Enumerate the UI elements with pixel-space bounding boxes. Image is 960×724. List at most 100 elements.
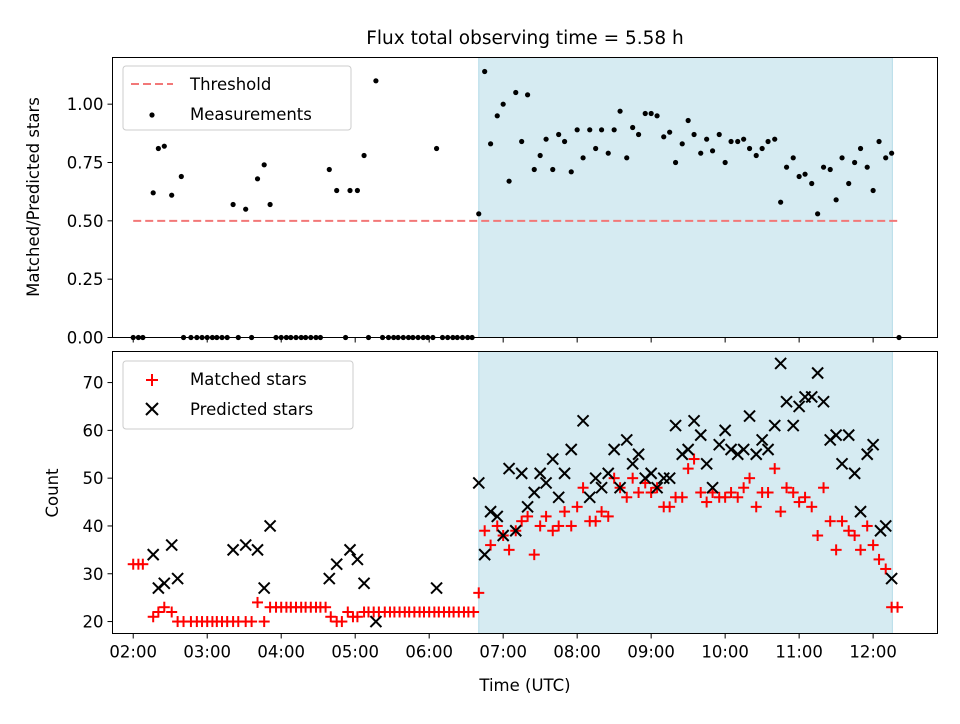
matched-star-point xyxy=(258,616,270,628)
predicted-stars-points xyxy=(146,357,898,628)
matched-star-point xyxy=(516,515,528,527)
bottom-axes-frame xyxy=(112,351,938,634)
top-legend-box xyxy=(122,65,352,131)
matched-star-point xyxy=(468,606,480,618)
matched-star-point xyxy=(812,530,824,542)
measurement-point xyxy=(169,192,175,198)
y-tick-label: 50 xyxy=(83,469,104,488)
matched-star-point xyxy=(793,496,805,508)
legend-predicted-swatch xyxy=(145,402,159,416)
predicted-star-point xyxy=(515,467,528,480)
predicted-star-point xyxy=(650,481,664,494)
measurement-point xyxy=(230,201,236,208)
measurement-point xyxy=(254,176,261,182)
x-tick-label: 10:00 xyxy=(701,643,749,662)
measurement-point xyxy=(852,159,858,166)
measurement-point xyxy=(772,136,778,142)
x-tick-label: 11:00 xyxy=(775,643,823,662)
measurement-point xyxy=(765,138,771,145)
matched-star-point xyxy=(855,544,867,556)
measurement-point xyxy=(519,138,525,145)
measurement-point xyxy=(883,155,889,161)
measurement-point xyxy=(476,211,482,217)
measurement-point xyxy=(679,141,685,147)
predicted-star-point xyxy=(811,366,824,380)
predicted-star-point xyxy=(251,543,264,557)
x-tick-label: 09:00 xyxy=(627,643,675,662)
bottom-y-axis-label: Count xyxy=(43,468,62,518)
legend-measurements-label: Measurements xyxy=(190,105,312,124)
predicted-star-point xyxy=(533,467,547,480)
measurement-point xyxy=(361,152,367,159)
matched-star-point xyxy=(781,482,793,494)
predicted-star-point xyxy=(842,428,855,442)
measurement-point xyxy=(796,173,802,180)
legend-threshold-label: Threshold xyxy=(189,75,271,94)
measurement-point xyxy=(243,206,249,212)
bottom-observing-window xyxy=(478,351,893,634)
predicted-star-point xyxy=(576,414,590,428)
measurement-point xyxy=(561,138,568,145)
measurement-point xyxy=(617,108,623,114)
matched-star-point xyxy=(701,496,713,508)
top-axes-frame xyxy=(112,57,938,338)
measurement-point xyxy=(790,155,796,161)
predicted-star-point xyxy=(792,400,806,413)
measurement-point xyxy=(568,169,574,175)
measurement-point xyxy=(543,136,549,142)
y-tick-label: 0.50 xyxy=(67,212,104,231)
top-y-axis-label: Matched/Predicted stars xyxy=(24,97,43,297)
measurement-point xyxy=(556,131,562,138)
predicted-star-point xyxy=(330,557,343,571)
y-tick-label: 20 xyxy=(83,613,104,632)
predicted-star-point xyxy=(607,443,621,456)
matched-star-point xyxy=(553,520,565,532)
measurement-point xyxy=(161,143,167,149)
predicted-star-point xyxy=(357,577,371,590)
matched-star-point xyxy=(695,487,707,498)
legend-measurements-swatch xyxy=(149,112,155,118)
predicted-star-point xyxy=(644,467,658,480)
matched-star-point xyxy=(137,558,149,570)
predicted-star-point xyxy=(626,457,639,471)
predicted-star-point xyxy=(602,467,615,480)
measurement-point xyxy=(574,127,580,133)
matched-star-point xyxy=(559,506,571,518)
matched-star-point xyxy=(577,482,589,494)
measurement-point xyxy=(746,145,753,152)
x-tick-label: 03:00 xyxy=(183,643,231,662)
measurement-point xyxy=(870,187,876,194)
measurement-point xyxy=(537,152,543,159)
measurement-point xyxy=(815,211,821,217)
y-tick-label: 0.75 xyxy=(67,154,104,173)
matched-star-point xyxy=(479,525,491,537)
matched-star-point xyxy=(596,506,608,518)
predicted-star-point xyxy=(589,471,602,485)
predicted-star-point xyxy=(323,572,336,585)
x-tick-label: 05:00 xyxy=(331,643,379,662)
measurement-point xyxy=(783,164,790,170)
matched-star-point xyxy=(682,463,694,475)
measurement-point xyxy=(347,187,353,194)
measurement-point xyxy=(150,190,156,196)
measurement-point xyxy=(630,124,636,131)
matched-star-point xyxy=(342,606,354,618)
legend-matched-swatch xyxy=(146,374,158,386)
bottom-legend: Matched stars Predicted stars xyxy=(122,360,354,430)
matched-stars-points xyxy=(127,453,904,628)
predicted-star-point xyxy=(805,390,818,404)
predicted-star-point xyxy=(879,519,892,533)
predicted-star-point xyxy=(509,524,522,537)
predicted-star-point xyxy=(737,443,750,456)
matched-star-point xyxy=(892,601,904,613)
matched-star-point xyxy=(246,616,258,628)
predicted-star-point xyxy=(165,538,178,552)
measurement-point xyxy=(864,164,870,170)
predicted-star-point xyxy=(558,467,571,480)
measurement-point xyxy=(326,166,332,173)
x-tick-label: 06:00 xyxy=(405,643,453,662)
matched-star-point xyxy=(166,606,178,618)
measurement-point xyxy=(487,141,494,147)
measurement-point xyxy=(728,138,734,145)
